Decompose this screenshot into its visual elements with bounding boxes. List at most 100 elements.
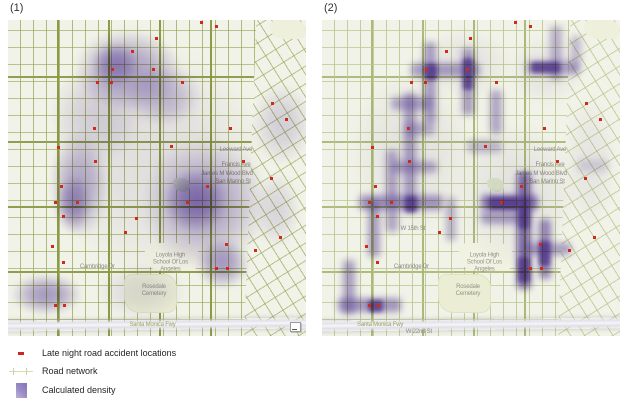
street-label: W 15th St bbox=[400, 225, 426, 232]
accident-point bbox=[373, 185, 377, 189]
street-label: Santa Monica Fwy bbox=[129, 321, 176, 328]
accident-point bbox=[134, 216, 138, 220]
street-label: Francis Ave bbox=[535, 162, 565, 169]
cemetery-patch bbox=[124, 274, 177, 313]
school-patch bbox=[459, 242, 513, 272]
legend-label-accidents: Late night road accident locations bbox=[42, 348, 177, 358]
accident-point bbox=[270, 101, 274, 105]
accident-point bbox=[568, 248, 572, 252]
street-label: Leeward Ave bbox=[219, 147, 253, 154]
density-swatch-icon bbox=[15, 382, 27, 398]
street-label: Rosedale Cemetery bbox=[141, 284, 167, 298]
accident-point bbox=[96, 81, 100, 85]
accident-point bbox=[520, 185, 524, 189]
street-label: San Marino St bbox=[215, 179, 251, 186]
accident-point bbox=[370, 145, 374, 149]
accident-point bbox=[151, 68, 155, 72]
accident-point bbox=[92, 126, 96, 130]
accident-point bbox=[206, 185, 210, 189]
legend-item-density: Calculated density bbox=[8, 381, 116, 399]
accident-point bbox=[214, 266, 218, 270]
street-label: Loyola High School Of Los Angeles bbox=[152, 252, 188, 273]
minimize-icon[interactable] bbox=[290, 322, 301, 332]
legend-label-road-network: Road network bbox=[42, 366, 98, 376]
street-label: James M Wood Blvd bbox=[515, 170, 567, 177]
accident-point bbox=[62, 303, 66, 307]
accident-point bbox=[278, 235, 282, 239]
accident-point bbox=[583, 176, 587, 180]
accident-point bbox=[53, 303, 57, 307]
accident-point bbox=[376, 303, 380, 307]
accident-point bbox=[540, 266, 544, 270]
accident-point bbox=[93, 160, 97, 164]
accident-point bbox=[170, 144, 174, 148]
accident-point bbox=[241, 160, 245, 164]
accident-point bbox=[365, 245, 369, 249]
street-label: Francis Ave bbox=[221, 162, 251, 169]
accident-point bbox=[123, 231, 127, 235]
accident-point bbox=[53, 201, 57, 205]
beige-patch bbox=[584, 20, 620, 39]
legend-item-accidents: Late night road accident locations bbox=[8, 344, 176, 362]
accident-point bbox=[111, 68, 115, 72]
school-patch bbox=[145, 242, 199, 272]
map-panel-2: (2) Leeward Ave Francis Ave James M Wood B… bbox=[322, 0, 620, 336]
accident-point bbox=[131, 50, 135, 54]
accident-point bbox=[423, 81, 427, 85]
accident-point bbox=[425, 68, 429, 72]
accident-point bbox=[528, 24, 532, 28]
accident-point bbox=[284, 118, 288, 122]
street-label: W 22nd St bbox=[405, 329, 432, 336]
accident-point bbox=[592, 235, 596, 239]
accident-point bbox=[367, 201, 371, 205]
map-canvas-1: Leeward Ave Francis Ave James M Wood Blvd S… bbox=[8, 20, 306, 336]
street-label: San Marino St bbox=[529, 179, 565, 186]
map-canvas-2: Leeward Ave Francis Ave James M Wood Blvd S… bbox=[322, 20, 620, 336]
accident-point bbox=[538, 243, 542, 247]
accident-point-icon bbox=[18, 351, 24, 355]
diagonal-streets-zone bbox=[557, 20, 620, 336]
accident-point bbox=[584, 101, 588, 105]
accident-point bbox=[200, 21, 204, 25]
accident-point bbox=[75, 201, 79, 205]
accident-point bbox=[224, 243, 228, 247]
accident-point bbox=[367, 303, 371, 307]
accident-point bbox=[437, 231, 441, 235]
accident-point bbox=[542, 126, 546, 130]
map-panel-1: (1) Leeward Ave Francis Ave James M Wood B… bbox=[8, 0, 306, 336]
accident-point bbox=[514, 21, 518, 25]
accident-point bbox=[406, 126, 410, 130]
accident-point bbox=[51, 245, 55, 249]
accident-point bbox=[410, 81, 414, 85]
accident-points-layer bbox=[322, 20, 620, 336]
cemetery-patch bbox=[438, 274, 491, 313]
accident-point bbox=[448, 216, 452, 220]
street-label: Loyola High School Of Los Angeles bbox=[466, 252, 502, 273]
accident-point bbox=[555, 160, 559, 164]
accident-point bbox=[528, 266, 532, 270]
accident-point bbox=[226, 266, 230, 270]
accident-point bbox=[61, 260, 65, 264]
street-label: Leeward Ave bbox=[533, 147, 567, 154]
accident-point bbox=[254, 248, 258, 252]
accident-point bbox=[500, 200, 504, 204]
accident-point bbox=[445, 50, 449, 54]
accident-point bbox=[375, 260, 379, 264]
accident-point bbox=[109, 81, 113, 85]
street-label: Santa Monica Fwy bbox=[357, 321, 404, 328]
accident-point bbox=[598, 118, 602, 122]
accident-point bbox=[269, 176, 273, 180]
panel-1-label: (1) bbox=[10, 2, 24, 14]
accident-point bbox=[228, 126, 232, 130]
accident-point bbox=[59, 185, 63, 189]
street-label: Rosedale Cemetery bbox=[455, 284, 481, 298]
accident-point bbox=[407, 160, 411, 164]
beige-patch bbox=[270, 20, 306, 39]
accident-point bbox=[465, 68, 469, 72]
accident-point bbox=[375, 215, 379, 219]
street-label: Cambridge Dr bbox=[79, 264, 115, 271]
panel-2-label: (2) bbox=[324, 2, 338, 14]
accident-point bbox=[214, 24, 218, 28]
accident-point bbox=[181, 81, 185, 85]
accident-point bbox=[61, 215, 65, 219]
